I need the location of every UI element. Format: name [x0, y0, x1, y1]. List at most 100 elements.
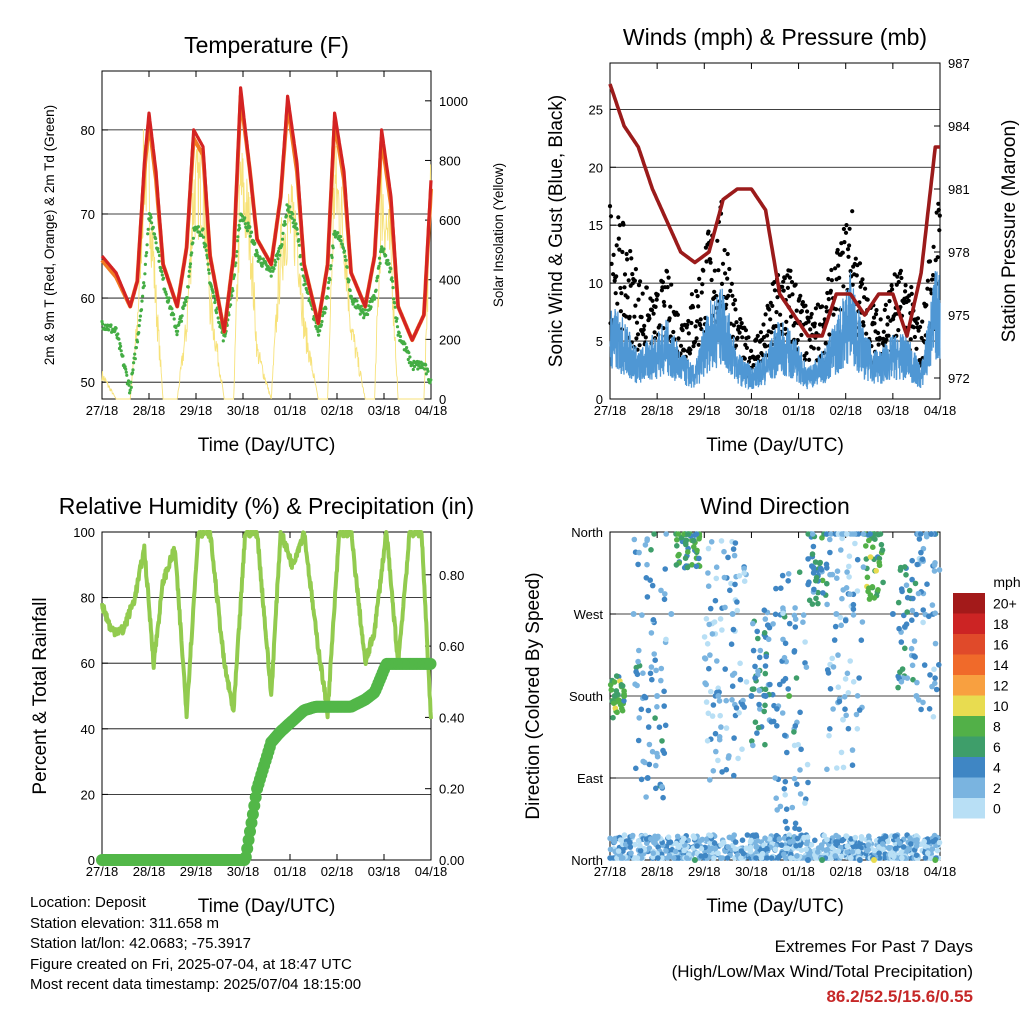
- direction-point: [733, 705, 740, 711]
- direction-point: [736, 573, 743, 579]
- gust-point: [720, 261, 726, 266]
- dewpoint-point: [329, 264, 333, 268]
- gust-point: [651, 311, 656, 316]
- direction-point: [789, 804, 796, 811]
- gust-point: [678, 343, 684, 348]
- direction-point: [617, 837, 624, 843]
- dewpoint-point: [305, 288, 309, 292]
- gust-point: [727, 266, 732, 272]
- direction-point: [698, 853, 704, 859]
- dewpoint-point: [142, 284, 146, 288]
- x-tick-label: 27/18: [594, 403, 627, 418]
- dewpoint-point: [280, 237, 285, 241]
- direction-point: [615, 848, 622, 854]
- y-right-tick-label: 975: [948, 308, 970, 323]
- direction-point: [896, 625, 902, 632]
- gust-point: [643, 335, 648, 340]
- gust-point: [633, 267, 639, 272]
- dewpoint-point: [258, 257, 263, 261]
- direction-point: [919, 556, 926, 562]
- gust-point: [826, 276, 831, 282]
- y-right-tick-label: 978: [948, 245, 970, 260]
- direction-point: [827, 686, 834, 692]
- y-tick-label: 5: [596, 334, 603, 349]
- gust-point: [638, 279, 643, 284]
- x-tick-label: 02/18: [321, 403, 354, 418]
- direction-point: [635, 561, 641, 568]
- gust-point: [625, 257, 630, 262]
- direction-point: [875, 587, 881, 593]
- direction-point: [776, 836, 783, 842]
- dewpoint-point: [172, 317, 176, 321]
- direction-point: [620, 855, 626, 861]
- gust-point: [700, 282, 705, 287]
- direction-point: [684, 855, 690, 861]
- gust-point: [782, 276, 787, 281]
- direction-point: [761, 630, 768, 636]
- direction-point: [661, 596, 668, 603]
- gust-point: [633, 303, 638, 308]
- dewpoint-point: [129, 385, 133, 389]
- dewpoint-point: [187, 269, 191, 273]
- gust-point: [915, 316, 921, 321]
- legend-label: 4: [993, 759, 1001, 775]
- gust-point: [649, 308, 655, 313]
- dewpoint-point: [407, 351, 411, 355]
- direction-point: [663, 531, 669, 537]
- dewpoint-point: [386, 258, 390, 262]
- dewpoint-point: [100, 319, 104, 324]
- direction-point: [704, 836, 710, 842]
- direction-point: [876, 850, 882, 856]
- direction-point: [779, 572, 786, 579]
- direction-point: [840, 764, 847, 771]
- x-axis-label: Time (Day/UTC): [198, 435, 336, 456]
- dewpoint-point: [235, 239, 239, 243]
- y-right-tick-label: 0: [439, 392, 446, 407]
- gust-point: [885, 322, 890, 327]
- direction-point: [782, 732, 788, 739]
- gust-point: [772, 280, 777, 285]
- gust-point: [754, 337, 759, 342]
- direction-point: [648, 664, 655, 670]
- direction-point: [830, 706, 836, 712]
- recent-text: Most recent data timestamp: 2025/07/04 1…: [30, 976, 362, 993]
- direction-point: [759, 850, 766, 857]
- gust-point: [826, 297, 831, 302]
- precip-point: [424, 657, 437, 670]
- direction-point: [705, 545, 712, 552]
- direction-point: [666, 839, 672, 846]
- direction-point: [714, 658, 720, 664]
- direction-point: [936, 839, 943, 846]
- direction-point: [826, 732, 832, 739]
- x-tick-label: 28/18: [133, 403, 166, 418]
- gust-point: [824, 309, 829, 314]
- series-precip: [96, 657, 437, 866]
- direction-point: [803, 664, 810, 670]
- dewpoint-point: [405, 346, 409, 350]
- x-tick-label: 04/18: [924, 864, 957, 879]
- gust-point: [850, 282, 855, 287]
- direction-point: [730, 546, 737, 552]
- direction-point: [899, 855, 905, 861]
- x-tick-label: 03/18: [877, 403, 910, 418]
- direction-point: [741, 565, 747, 572]
- dewpoint-point: [269, 274, 273, 278]
- dewpoint-point: [187, 274, 191, 278]
- direction-point: [859, 619, 866, 625]
- direction-point: [892, 833, 898, 839]
- dewpoint-point: [238, 226, 242, 230]
- direction-point: [740, 697, 746, 704]
- gust-point: [682, 348, 687, 353]
- direction-point: [650, 617, 657, 623]
- direction-point: [800, 612, 807, 618]
- direction-point: [656, 724, 663, 730]
- gust-point: [619, 291, 624, 296]
- direction-point: [749, 738, 755, 744]
- direction-point: [732, 540, 739, 546]
- dewpoint-point: [137, 331, 141, 335]
- direction-point: [784, 749, 790, 756]
- y-tick-label: 80: [81, 123, 95, 138]
- dewpoint-point: [390, 279, 395, 283]
- dewpoint-point: [295, 227, 299, 231]
- gust-point: [918, 324, 923, 330]
